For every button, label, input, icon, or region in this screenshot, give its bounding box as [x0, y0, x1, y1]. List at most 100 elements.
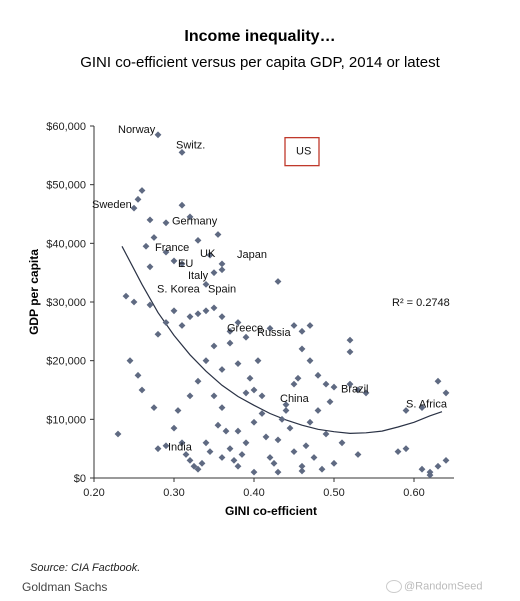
- data-point: [242, 439, 250, 447]
- data-point: [242, 333, 250, 341]
- us-highlight-box: [284, 136, 320, 167]
- chart-subtitle: GINI co-efficient versus per capita GDP,…: [80, 54, 440, 71]
- country-label: Germany: [172, 216, 218, 228]
- data-point: [202, 357, 210, 365]
- country-label: China: [280, 393, 310, 405]
- data-point: [210, 269, 218, 277]
- data-point: [150, 404, 158, 411]
- data-point: [258, 392, 266, 400]
- data-point: [194, 310, 202, 318]
- y-tick-label: $50,000: [46, 180, 86, 192]
- y-tick-label: $10,000: [46, 414, 86, 426]
- r-squared-label: R² = 0.2748: [392, 297, 450, 309]
- weibo-icon: [386, 580, 402, 593]
- data-point: [146, 263, 154, 271]
- country-label: France: [155, 242, 189, 254]
- x-tick-label: 0.50: [323, 487, 344, 499]
- data-point: [266, 325, 274, 332]
- data-point: [302, 442, 310, 450]
- data-point: [178, 322, 186, 329]
- watermark: @RandomSeed: [386, 580, 482, 593]
- data-point: [226, 339, 234, 347]
- source-note: Source: CIA Factbook.: [30, 562, 141, 574]
- data-point: [126, 357, 134, 365]
- data-point: [258, 410, 266, 417]
- data-point: [218, 404, 226, 411]
- country-label: UK: [200, 248, 216, 260]
- data-point: [234, 319, 242, 326]
- data-point: [130, 204, 138, 212]
- data-point: [190, 462, 198, 470]
- data-point: [238, 451, 246, 458]
- labels-layer: Norway Switz. US Sweden Germany France EU UK Jap…: [92, 124, 448, 454]
- data-point: [162, 248, 170, 256]
- scatter-chart: 0.20 0.30 0.40 0.50 0.60 $0 $10,000 $20,000 $30,…: [27, 121, 454, 518]
- trendline: [121, 246, 443, 435]
- data-point: [186, 457, 194, 464]
- data-point: [214, 421, 222, 429]
- x-tick-label: 0.60: [403, 487, 424, 499]
- data-point: [146, 301, 154, 309]
- y-tick-label: $60,000: [46, 121, 86, 133]
- data-point: [418, 465, 426, 473]
- x-axis-title: GINI co-efficient: [225, 504, 317, 518]
- data-point: [154, 131, 162, 139]
- data-point: [266, 454, 274, 461]
- data-point: [346, 348, 354, 356]
- x-tick-label: 0.40: [243, 487, 264, 499]
- data-point: [170, 307, 178, 315]
- data-point: [182, 451, 190, 458]
- data-point: [214, 231, 222, 238]
- x-tick-label: 0.30: [163, 487, 184, 499]
- data-point: [322, 380, 330, 388]
- data-point: [250, 386, 258, 394]
- data-point: [330, 459, 338, 467]
- data-point: [314, 407, 322, 414]
- data-point: [178, 201, 186, 209]
- data-point: [330, 383, 338, 391]
- data-point: [194, 377, 202, 385]
- data-point: [222, 427, 230, 435]
- data-point: [138, 187, 146, 194]
- data-point: [306, 357, 314, 365]
- data-point: [178, 149, 186, 156]
- data-point: [262, 433, 270, 441]
- data-point: [186, 392, 194, 400]
- data-point: [170, 257, 178, 265]
- data-point: [142, 242, 150, 250]
- data-point: [346, 380, 354, 388]
- data-point: [426, 471, 434, 479]
- country-label: Brazil: [341, 384, 369, 396]
- watermark-text: @RandomSeed: [404, 580, 483, 593]
- data-point: [434, 462, 442, 470]
- data-point: [298, 462, 306, 470]
- data-point: [318, 465, 326, 473]
- data-point: [218, 454, 226, 461]
- data-point: [226, 445, 234, 453]
- data-point: [150, 234, 158, 241]
- y-tick-label: $0: [74, 473, 86, 485]
- data-point: [274, 278, 282, 285]
- data-point: [178, 439, 186, 447]
- data-point: [210, 392, 218, 400]
- data-point: [354, 451, 362, 458]
- y-axis-title: GDP per capita: [27, 249, 41, 335]
- data-point: [282, 407, 290, 414]
- data-point: [162, 319, 170, 326]
- country-label: S. Korea: [157, 284, 201, 296]
- data-point: [354, 386, 362, 394]
- data-point: [234, 427, 242, 435]
- data-point: [202, 307, 210, 315]
- data-point: [146, 216, 154, 224]
- country-label: US: [296, 146, 311, 158]
- y-tick-label: $30,000: [46, 297, 86, 309]
- data-point: [298, 327, 306, 335]
- data-point: [218, 260, 226, 268]
- data-point: [230, 457, 238, 464]
- data-point: [250, 468, 258, 476]
- data-point: [198, 459, 206, 467]
- data-point: [202, 439, 210, 447]
- country-label: Norway: [118, 124, 156, 136]
- country-label: India: [168, 441, 193, 453]
- data-point: [434, 377, 442, 385]
